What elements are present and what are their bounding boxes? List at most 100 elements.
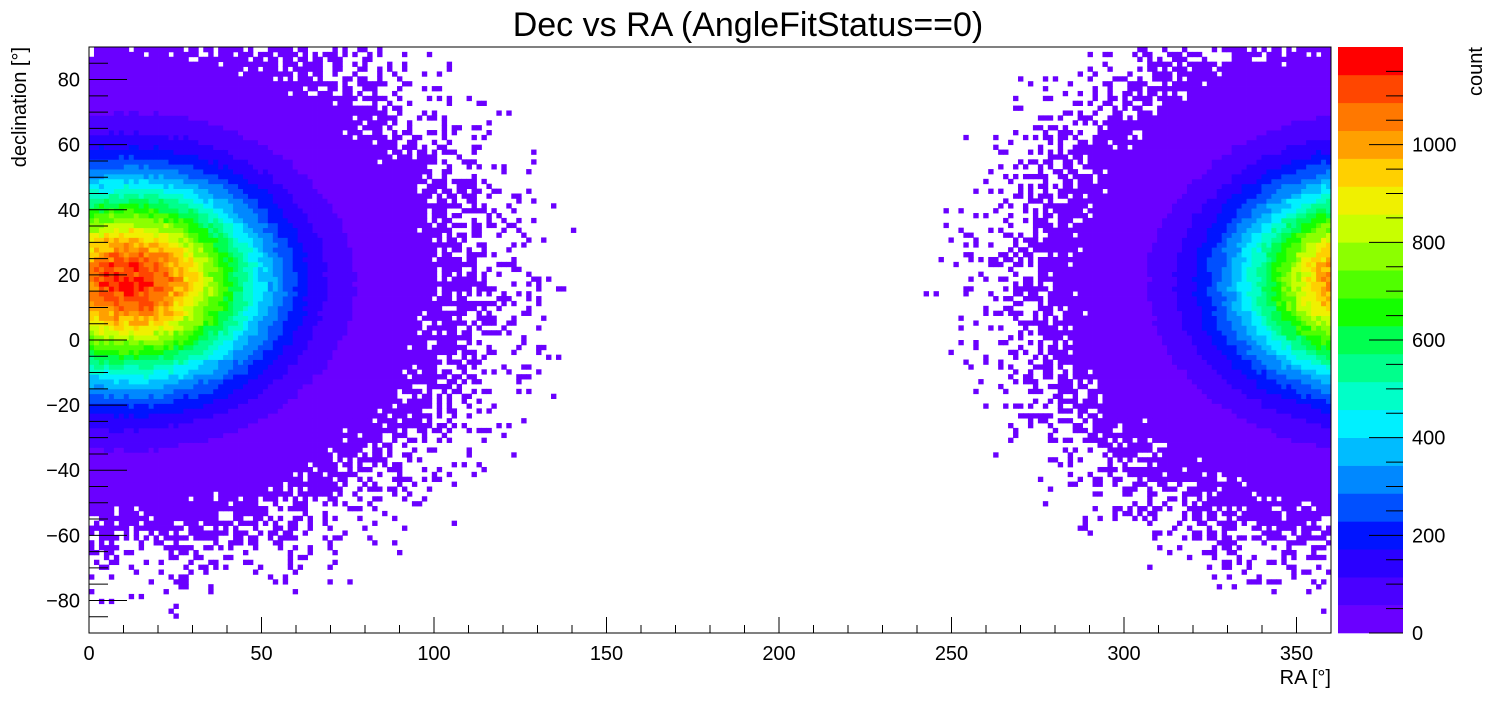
heatmap-cell [1256, 344, 1262, 351]
heatmap-cell [233, 379, 239, 385]
heatmap-cell [1117, 379, 1123, 385]
heatmap-cell [1147, 413, 1153, 419]
heatmap-cell [257, 388, 264, 395]
heatmap-cell [193, 403, 199, 409]
heatmap-cell [173, 501, 179, 507]
heatmap-cell [387, 403, 393, 409]
heatmap-cell [153, 344, 159, 351]
plot-area [88, 46, 1332, 634]
heatmap-cell [138, 340, 145, 346]
heatmap-cell [1137, 466, 1143, 473]
heatmap-cell [113, 340, 120, 346]
heatmap-cell [1261, 437, 1267, 443]
heatmap-cell [133, 457, 140, 463]
heatmap-cell [377, 330, 383, 336]
heatmap-cell [203, 564, 209, 570]
heatmap-cell [1321, 408, 1327, 414]
heatmap-cell [267, 481, 274, 487]
heatmap-cell [327, 379, 333, 385]
heatmap-cell [223, 330, 229, 336]
heatmap-cell [1008, 437, 1014, 443]
heatmap-cell [387, 393, 393, 399]
heatmap-cell [203, 349, 209, 356]
heatmap-cell [1196, 530, 1203, 536]
heatmap-cell [168, 340, 174, 346]
heatmap-cell [1281, 462, 1287, 468]
heatmap-cell [153, 408, 159, 414]
heatmap-cell [89, 442, 95, 448]
heatmap-cell [173, 545, 179, 551]
heatmap-cell [257, 447, 264, 453]
heatmap-cell [118, 359, 125, 365]
heatmap-cell [1301, 437, 1307, 443]
heatmap-cell [1206, 354, 1213, 360]
heatmap-cell [218, 530, 224, 536]
heatmap-cell [317, 418, 323, 424]
heatmap-cell [238, 354, 244, 360]
heatmap-cell [1316, 501, 1322, 507]
heatmap-cell [133, 437, 140, 443]
heatmap-cell [148, 379, 154, 385]
heatmap-cell [1191, 442, 1198, 448]
heatmap-cell [1186, 491, 1193, 497]
heatmap-cell [332, 481, 338, 487]
heatmap-cell [397, 359, 403, 365]
heatmap-cell [1271, 403, 1277, 409]
heatmap-cell [287, 408, 294, 414]
heatmap-cell [1122, 452, 1128, 458]
heatmap-cell [1266, 403, 1272, 409]
heatmap-cell [223, 466, 229, 473]
heatmap-cell [322, 408, 328, 414]
heatmap-cell [1316, 452, 1322, 458]
heatmap-cell [1107, 466, 1113, 473]
heatmap-cell [1147, 330, 1153, 336]
heatmap-cell [1216, 393, 1223, 399]
heatmap-cell [1112, 506, 1118, 512]
heatmap-cell [1057, 359, 1064, 365]
heatmap-cell [98, 491, 105, 497]
heatmap-cell [1231, 447, 1238, 453]
heatmap-cell [89, 423, 95, 429]
heatmap-cell [188, 335, 194, 341]
heatmap-cell [148, 432, 154, 439]
heatmap-cell [163, 388, 169, 395]
heatmap-cell [183, 340, 189, 346]
heatmap-cell [397, 476, 403, 483]
heatmap-cell [1281, 506, 1287, 512]
heatmap-cell [297, 383, 304, 390]
heatmap-cell [1221, 535, 1228, 541]
heatmap-cell [307, 545, 313, 551]
heatmap-cell [153, 330, 159, 336]
heatmap-cell [1077, 335, 1083, 341]
heatmap-cell [1231, 437, 1238, 443]
heatmap-cell [362, 340, 368, 346]
heatmap-cell [1067, 471, 1074, 478]
heatmap-cell [1326, 398, 1332, 404]
heatmap-cell [342, 398, 348, 404]
heatmap-cell [163, 427, 169, 434]
heatmap-cell [342, 452, 348, 458]
heatmap-cell [238, 471, 244, 478]
heatmap-cell [243, 520, 249, 526]
heatmap-cell [322, 510, 328, 517]
heatmap-cell [392, 335, 398, 341]
heatmap-cell [387, 335, 393, 341]
heatmap-cell [198, 393, 204, 399]
heatmap-cell [118, 427, 125, 434]
heatmap-cell [138, 466, 145, 473]
heatmap-cell [113, 545, 120, 551]
heatmap-cell [188, 432, 194, 439]
heatmap-cell [1221, 388, 1228, 395]
heatmap-cell [1266, 506, 1272, 512]
heatmap-cell [1251, 349, 1257, 356]
heatmap-cell [153, 515, 159, 522]
heatmap-cell [392, 462, 398, 468]
heatmap-cell [1261, 530, 1267, 536]
heatmap-cell [183, 344, 189, 351]
heatmap-cell [1221, 447, 1228, 453]
heatmap-cell [1291, 447, 1297, 453]
heatmap-cell [118, 457, 125, 463]
heatmap-cell [133, 466, 140, 473]
heatmap-cell [362, 427, 368, 434]
heatmap-cell [198, 374, 204, 380]
